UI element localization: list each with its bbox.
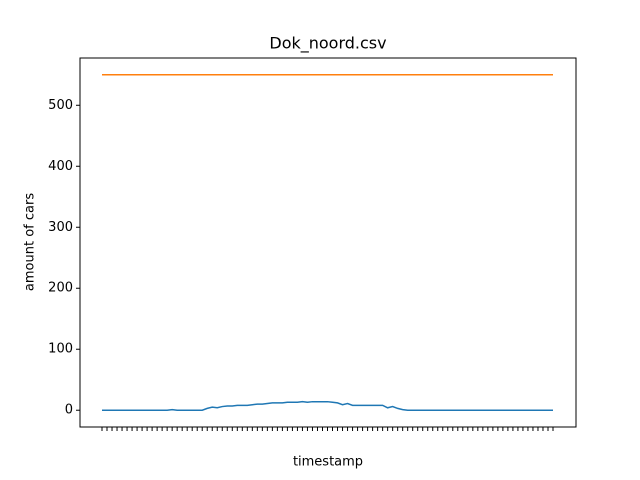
y-tick-label: 200 [48, 281, 73, 296]
plot-frame [79, 57, 577, 428]
x-axis-label: timestamp [293, 455, 363, 470]
y-axis-label: amount of cars [23, 193, 38, 291]
y-tick-label: 0 [65, 403, 73, 418]
y-tick-label: 500 [48, 98, 73, 113]
data-line [102, 400, 553, 411]
y-tick-label: 100 [48, 342, 73, 357]
y-tick-label: 300 [48, 220, 73, 235]
chart-title: Dok_noord.csv [269, 34, 386, 54]
y-tick-label: 400 [48, 159, 73, 174]
